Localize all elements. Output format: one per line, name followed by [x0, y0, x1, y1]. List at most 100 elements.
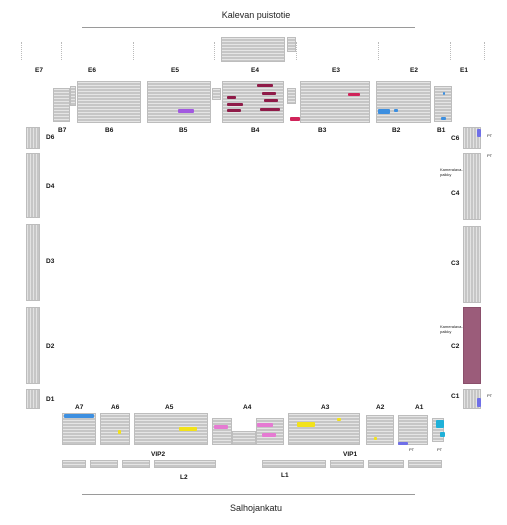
label-l2: L2	[180, 474, 188, 481]
marked-seats-maroon	[264, 99, 278, 102]
marked-seats-blue	[378, 109, 390, 114]
section-l2-a[interactable]	[62, 460, 86, 468]
marked-seats-cyan	[440, 432, 445, 437]
section-b1[interactable]	[434, 86, 452, 122]
pt-marker-a0: PT	[437, 447, 443, 452]
section-l2-c[interactable]	[122, 460, 150, 468]
section-l2-b[interactable]	[90, 460, 118, 468]
section-d3[interactable]	[26, 224, 40, 301]
section-a4-left[interactable]	[212, 418, 232, 445]
marked-seats-crimson	[290, 117, 300, 121]
marked-seats-blue-dot	[443, 92, 445, 95]
section-b2[interactable]	[376, 81, 431, 123]
label-a2: A2	[376, 404, 385, 411]
label-b2: B2	[392, 127, 401, 134]
camera-platform-note-c4: Kameralava-paikky	[440, 167, 463, 177]
section-a3[interactable]	[288, 413, 360, 445]
section-b6[interactable]	[77, 81, 141, 123]
label-d1: D1	[46, 396, 55, 403]
marked-seats-periwinkle	[477, 398, 481, 407]
section-c3[interactable]	[463, 226, 481, 303]
label-e4: E4	[251, 67, 259, 74]
pt-marker-c6-bottom: PT	[487, 153, 493, 158]
label-e5: E5	[171, 67, 179, 74]
section-a4-right[interactable]	[256, 418, 284, 445]
section-b7[interactable]	[53, 88, 70, 122]
label-b6: B6	[105, 127, 114, 134]
label-b5: B5	[179, 127, 188, 134]
section-l1-d[interactable]	[408, 460, 442, 468]
section-l1-b[interactable]	[330, 460, 364, 468]
section-e4-upper[interactable]	[221, 37, 285, 62]
section-d2[interactable]	[26, 307, 40, 384]
section-e4-upper-side[interactable]	[287, 37, 296, 52]
label-b4: B4	[251, 127, 260, 134]
marked-seats-maroon	[260, 108, 280, 111]
label-a7: A7	[75, 404, 84, 411]
section-b5-side[interactable]	[212, 88, 221, 100]
street-top-label: Kalevan puistotie	[221, 10, 291, 20]
label-c2: C2	[451, 343, 460, 350]
section-b5[interactable]	[147, 81, 211, 123]
section-l1-a[interactable]	[262, 460, 326, 468]
marked-seats-maroon	[227, 109, 241, 112]
section-b4[interactable]	[222, 81, 284, 123]
marked-seats-yellow	[374, 437, 377, 440]
marked-seats-yellow	[118, 430, 121, 434]
label-l1: L1	[281, 472, 289, 479]
section-c4[interactable]	[463, 153, 481, 220]
marked-seats-yellow	[179, 427, 197, 431]
section-l2-d[interactable]	[154, 460, 216, 468]
marked-seats-blue	[64, 414, 94, 418]
section-a1[interactable]	[398, 415, 428, 445]
section-b4-side[interactable]	[287, 88, 296, 104]
label-b1: B1	[437, 127, 446, 134]
marked-seats-pink	[214, 425, 228, 429]
label-e1: E1	[460, 67, 468, 74]
label-c6: C6	[451, 135, 460, 142]
label-vip2: VIP2	[151, 451, 166, 458]
label-c4: C4	[451, 190, 460, 197]
section-a4-center[interactable]	[232, 431, 256, 445]
marked-seats-crimson	[348, 93, 360, 96]
pt-marker-a1: PT	[409, 447, 415, 452]
label-b7: B7	[58, 127, 67, 134]
guide-line	[61, 42, 62, 60]
label-e3: E3	[332, 67, 340, 74]
section-b7-small[interactable]	[70, 86, 76, 106]
street-bottom-line	[82, 494, 415, 495]
label-a3: A3	[321, 404, 330, 411]
marked-seats-periwinkle	[398, 442, 408, 445]
section-d1[interactable]	[26, 389, 40, 409]
label-e7: E7	[35, 67, 43, 74]
section-b3[interactable]	[300, 81, 370, 123]
section-a7[interactable]	[62, 413, 96, 445]
marked-seats-pink	[262, 433, 276, 437]
marked-seats-maroon	[227, 96, 236, 99]
label-d3: D3	[46, 258, 55, 265]
marked-seats-yellow	[297, 422, 315, 427]
marked-seats-purple	[178, 109, 194, 113]
street-bottom-label: Salhojankatu	[229, 503, 283, 513]
section-a2[interactable]	[366, 415, 394, 445]
label-a1: A1	[415, 404, 424, 411]
marked-seats-maroon	[257, 84, 273, 87]
label-a5: A5	[165, 404, 174, 411]
guide-line	[214, 42, 215, 60]
label-a4: A4	[243, 404, 252, 411]
section-a5[interactable]	[134, 413, 208, 445]
section-d6[interactable]	[26, 127, 40, 149]
guide-line	[378, 42, 379, 60]
section-c6[interactable]	[463, 127, 481, 149]
section-l1-c[interactable]	[368, 460, 404, 468]
label-vip1: VIP1	[343, 451, 358, 458]
section-c1[interactable]	[463, 389, 481, 409]
marked-seats-pink	[257, 423, 273, 427]
guide-line	[450, 42, 451, 60]
label-a6: A6	[111, 404, 120, 411]
label-c1: C1	[451, 393, 460, 400]
section-c2-highlighted[interactable]	[463, 307, 481, 384]
section-a6[interactable]	[100, 413, 130, 445]
section-d4[interactable]	[26, 153, 40, 218]
